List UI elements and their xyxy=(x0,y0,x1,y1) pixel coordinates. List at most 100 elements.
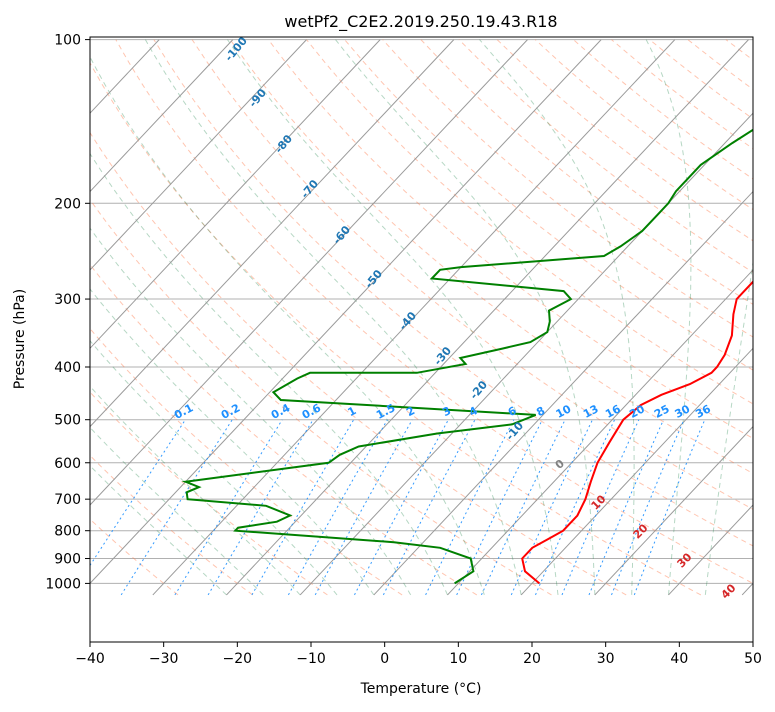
dry-adiabat-line xyxy=(688,40,775,595)
adiabat-label-red: 30 xyxy=(675,550,695,570)
y-axis-label: Pressure (hPa) xyxy=(12,289,28,389)
moist-adiabat-line xyxy=(336,40,595,595)
adiabat-label-red: 10 xyxy=(589,492,609,512)
mixing-ratio-label: 0.1 xyxy=(172,401,195,422)
mixing-ratio-line xyxy=(634,420,705,595)
moist-adiabat-line xyxy=(145,40,521,595)
background-lines xyxy=(0,40,775,595)
x-axis-label: Temperature (°C) xyxy=(360,681,482,697)
isotherm-line xyxy=(0,40,12,595)
moist-adiabat-line xyxy=(228,40,559,595)
y-tick-label: 600 xyxy=(54,456,81,472)
adiabat-label-blue: -40 xyxy=(396,309,419,333)
mixing-ratio-label: 8 xyxy=(534,404,547,419)
dry-adiabat-line xyxy=(230,40,775,595)
x-tick-label: 0 xyxy=(380,651,389,667)
y-axis: 100 200 300 400 500 600 700 800 900 1000 xyxy=(45,33,90,593)
dry-adiabat-line xyxy=(268,40,775,595)
x-tick-label: 10 xyxy=(449,651,467,667)
mixing-ratio-label: 1.5 xyxy=(374,401,397,422)
mixing-ratio-label: 1 xyxy=(346,404,359,419)
mixing-ratio-label: 25 xyxy=(652,402,672,421)
mixing-ratio-label: 20 xyxy=(627,402,647,421)
y-tick-label: 800 xyxy=(54,524,81,540)
profile-lines xyxy=(186,40,775,584)
mixing-ratio-line xyxy=(71,420,185,595)
mixing-ratio-line xyxy=(481,420,565,595)
isotherm-line xyxy=(0,40,307,595)
x-tick-label: 50 xyxy=(744,651,762,667)
mixing-ratio-label: 6 xyxy=(506,404,519,419)
moist-adiabat-line xyxy=(646,40,691,595)
dewpoint-line xyxy=(186,40,775,584)
adiabat-label-blue: -90 xyxy=(246,86,269,110)
x-axis: −40 −30 −20 −10 0 10 20 30 40 50 xyxy=(75,642,762,667)
x-tick-label: −10 xyxy=(296,651,326,667)
chart-title: wetPf2_C2E2.2019.250.19.43.R18 xyxy=(284,12,557,32)
mixing-ratio-line xyxy=(612,420,685,595)
isotherm-line xyxy=(0,40,233,595)
adiabat-label-blue: -50 xyxy=(362,267,385,291)
adiabat-label-blue: -100 xyxy=(222,34,250,64)
dry-adiabat-line xyxy=(535,40,775,595)
mixing-ratio-line xyxy=(208,420,313,595)
dry-adiabat-line xyxy=(764,40,775,595)
x-tick-label: 30 xyxy=(597,651,615,667)
moist-adiabat-line xyxy=(0,40,411,595)
isotherm-line xyxy=(0,40,454,595)
isotherm-line xyxy=(227,40,749,595)
y-tick-label: 400 xyxy=(54,360,81,376)
dry-adiabat-line xyxy=(116,40,775,595)
adiabat-label-blue: -60 xyxy=(330,223,353,247)
y-tick-label: 300 xyxy=(54,292,81,308)
mixing-ratio-line xyxy=(121,420,232,595)
moist-adiabat-line xyxy=(480,40,635,595)
mixing-ratio-label: 30 xyxy=(673,402,693,421)
y-tick-label: 200 xyxy=(54,196,81,212)
adiabat-label-blue: -30 xyxy=(431,344,454,368)
isotherm-line xyxy=(521,40,775,595)
moist-adiabat-line xyxy=(705,40,773,595)
adiabat-label-blue: -20 xyxy=(467,378,490,402)
dry-adiabat-line xyxy=(612,40,775,595)
moist-adiabat-line xyxy=(0,40,300,595)
dry-adiabat-line xyxy=(307,40,775,595)
y-tick-label: 900 xyxy=(54,552,81,568)
isotherm-line xyxy=(374,40,775,595)
plot-frame xyxy=(90,37,753,642)
mixing-ratio-label: 16 xyxy=(603,402,623,421)
dry-adiabat-line xyxy=(1,40,551,595)
mixing-ratio-line xyxy=(175,420,282,595)
dry-adiabat-line xyxy=(0,40,402,595)
moist-adiabat-line xyxy=(0,40,263,595)
mixing-ratio-label: 3 xyxy=(440,404,453,419)
isotherm-line xyxy=(79,40,601,595)
mixing-ratio-label: 0.6 xyxy=(300,401,324,422)
y-tick-label: 500 xyxy=(54,413,81,429)
adiabat-label-blue: -80 xyxy=(272,132,295,156)
mixing-ratio-label: 0.4 xyxy=(269,401,293,422)
moist-adiabat-line xyxy=(30,40,447,595)
dry-adiabat-line xyxy=(78,40,701,595)
adiabat-label-blue: -70 xyxy=(298,177,321,201)
y-tick-label: 100 xyxy=(54,33,81,49)
mixing-ratio-line xyxy=(426,420,514,595)
dry-adiabat-line xyxy=(154,40,775,595)
y-tick-label: 1000 xyxy=(45,576,81,592)
mixing-ratio-label: 10 xyxy=(554,402,574,421)
isotherm-line xyxy=(0,40,380,595)
x-tick-label: −30 xyxy=(149,651,179,667)
adiabat-label-red: 40 xyxy=(719,581,739,601)
x-tick-label: −20 xyxy=(223,651,253,667)
isotherm-line xyxy=(300,40,775,595)
isotherm-line xyxy=(6,40,528,595)
isotherm-line xyxy=(448,40,775,595)
x-tick-label: 40 xyxy=(670,651,688,667)
x-tick-label: −40 xyxy=(75,651,105,667)
x-tick-label: 20 xyxy=(523,651,541,667)
y-tick-label: 700 xyxy=(54,492,81,508)
mixing-ratio-label: 0.2 xyxy=(219,401,242,422)
